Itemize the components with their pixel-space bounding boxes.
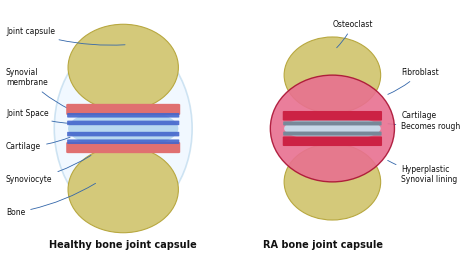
Text: Joint Space: Joint Space: [6, 109, 70, 123]
Text: Synoviocyte: Synoviocyte: [6, 155, 91, 184]
Text: Cartilage: Cartilage: [6, 137, 70, 151]
FancyBboxPatch shape: [67, 132, 179, 136]
FancyBboxPatch shape: [66, 104, 180, 115]
FancyBboxPatch shape: [283, 136, 382, 146]
Ellipse shape: [68, 24, 178, 111]
FancyBboxPatch shape: [283, 111, 382, 121]
FancyBboxPatch shape: [67, 121, 179, 125]
Text: Fibroblast: Fibroblast: [388, 68, 439, 94]
Ellipse shape: [68, 108, 178, 149]
Ellipse shape: [284, 37, 381, 113]
Text: Healthy bone joint capsule: Healthy bone joint capsule: [49, 241, 197, 250]
Text: RA bone joint capsule: RA bone joint capsule: [263, 241, 383, 250]
Ellipse shape: [284, 116, 381, 141]
Ellipse shape: [284, 144, 381, 220]
Text: Synovial
membrane: Synovial membrane: [6, 68, 70, 109]
FancyBboxPatch shape: [283, 121, 382, 125]
Text: Cartilage
Becomes rough: Cartilage Becomes rough: [388, 111, 461, 131]
Text: Bone: Bone: [6, 183, 96, 217]
Text: Osteoclast: Osteoclast: [332, 20, 373, 48]
Ellipse shape: [54, 37, 192, 220]
FancyBboxPatch shape: [66, 142, 180, 153]
Ellipse shape: [270, 75, 394, 182]
Text: Hyperplastic
Synovial lining: Hyperplastic Synovial lining: [388, 160, 457, 184]
FancyBboxPatch shape: [67, 113, 179, 117]
FancyBboxPatch shape: [283, 132, 382, 136]
Text: Joint capsule: Joint capsule: [6, 27, 125, 45]
Ellipse shape: [68, 146, 178, 233]
FancyBboxPatch shape: [67, 140, 179, 144]
